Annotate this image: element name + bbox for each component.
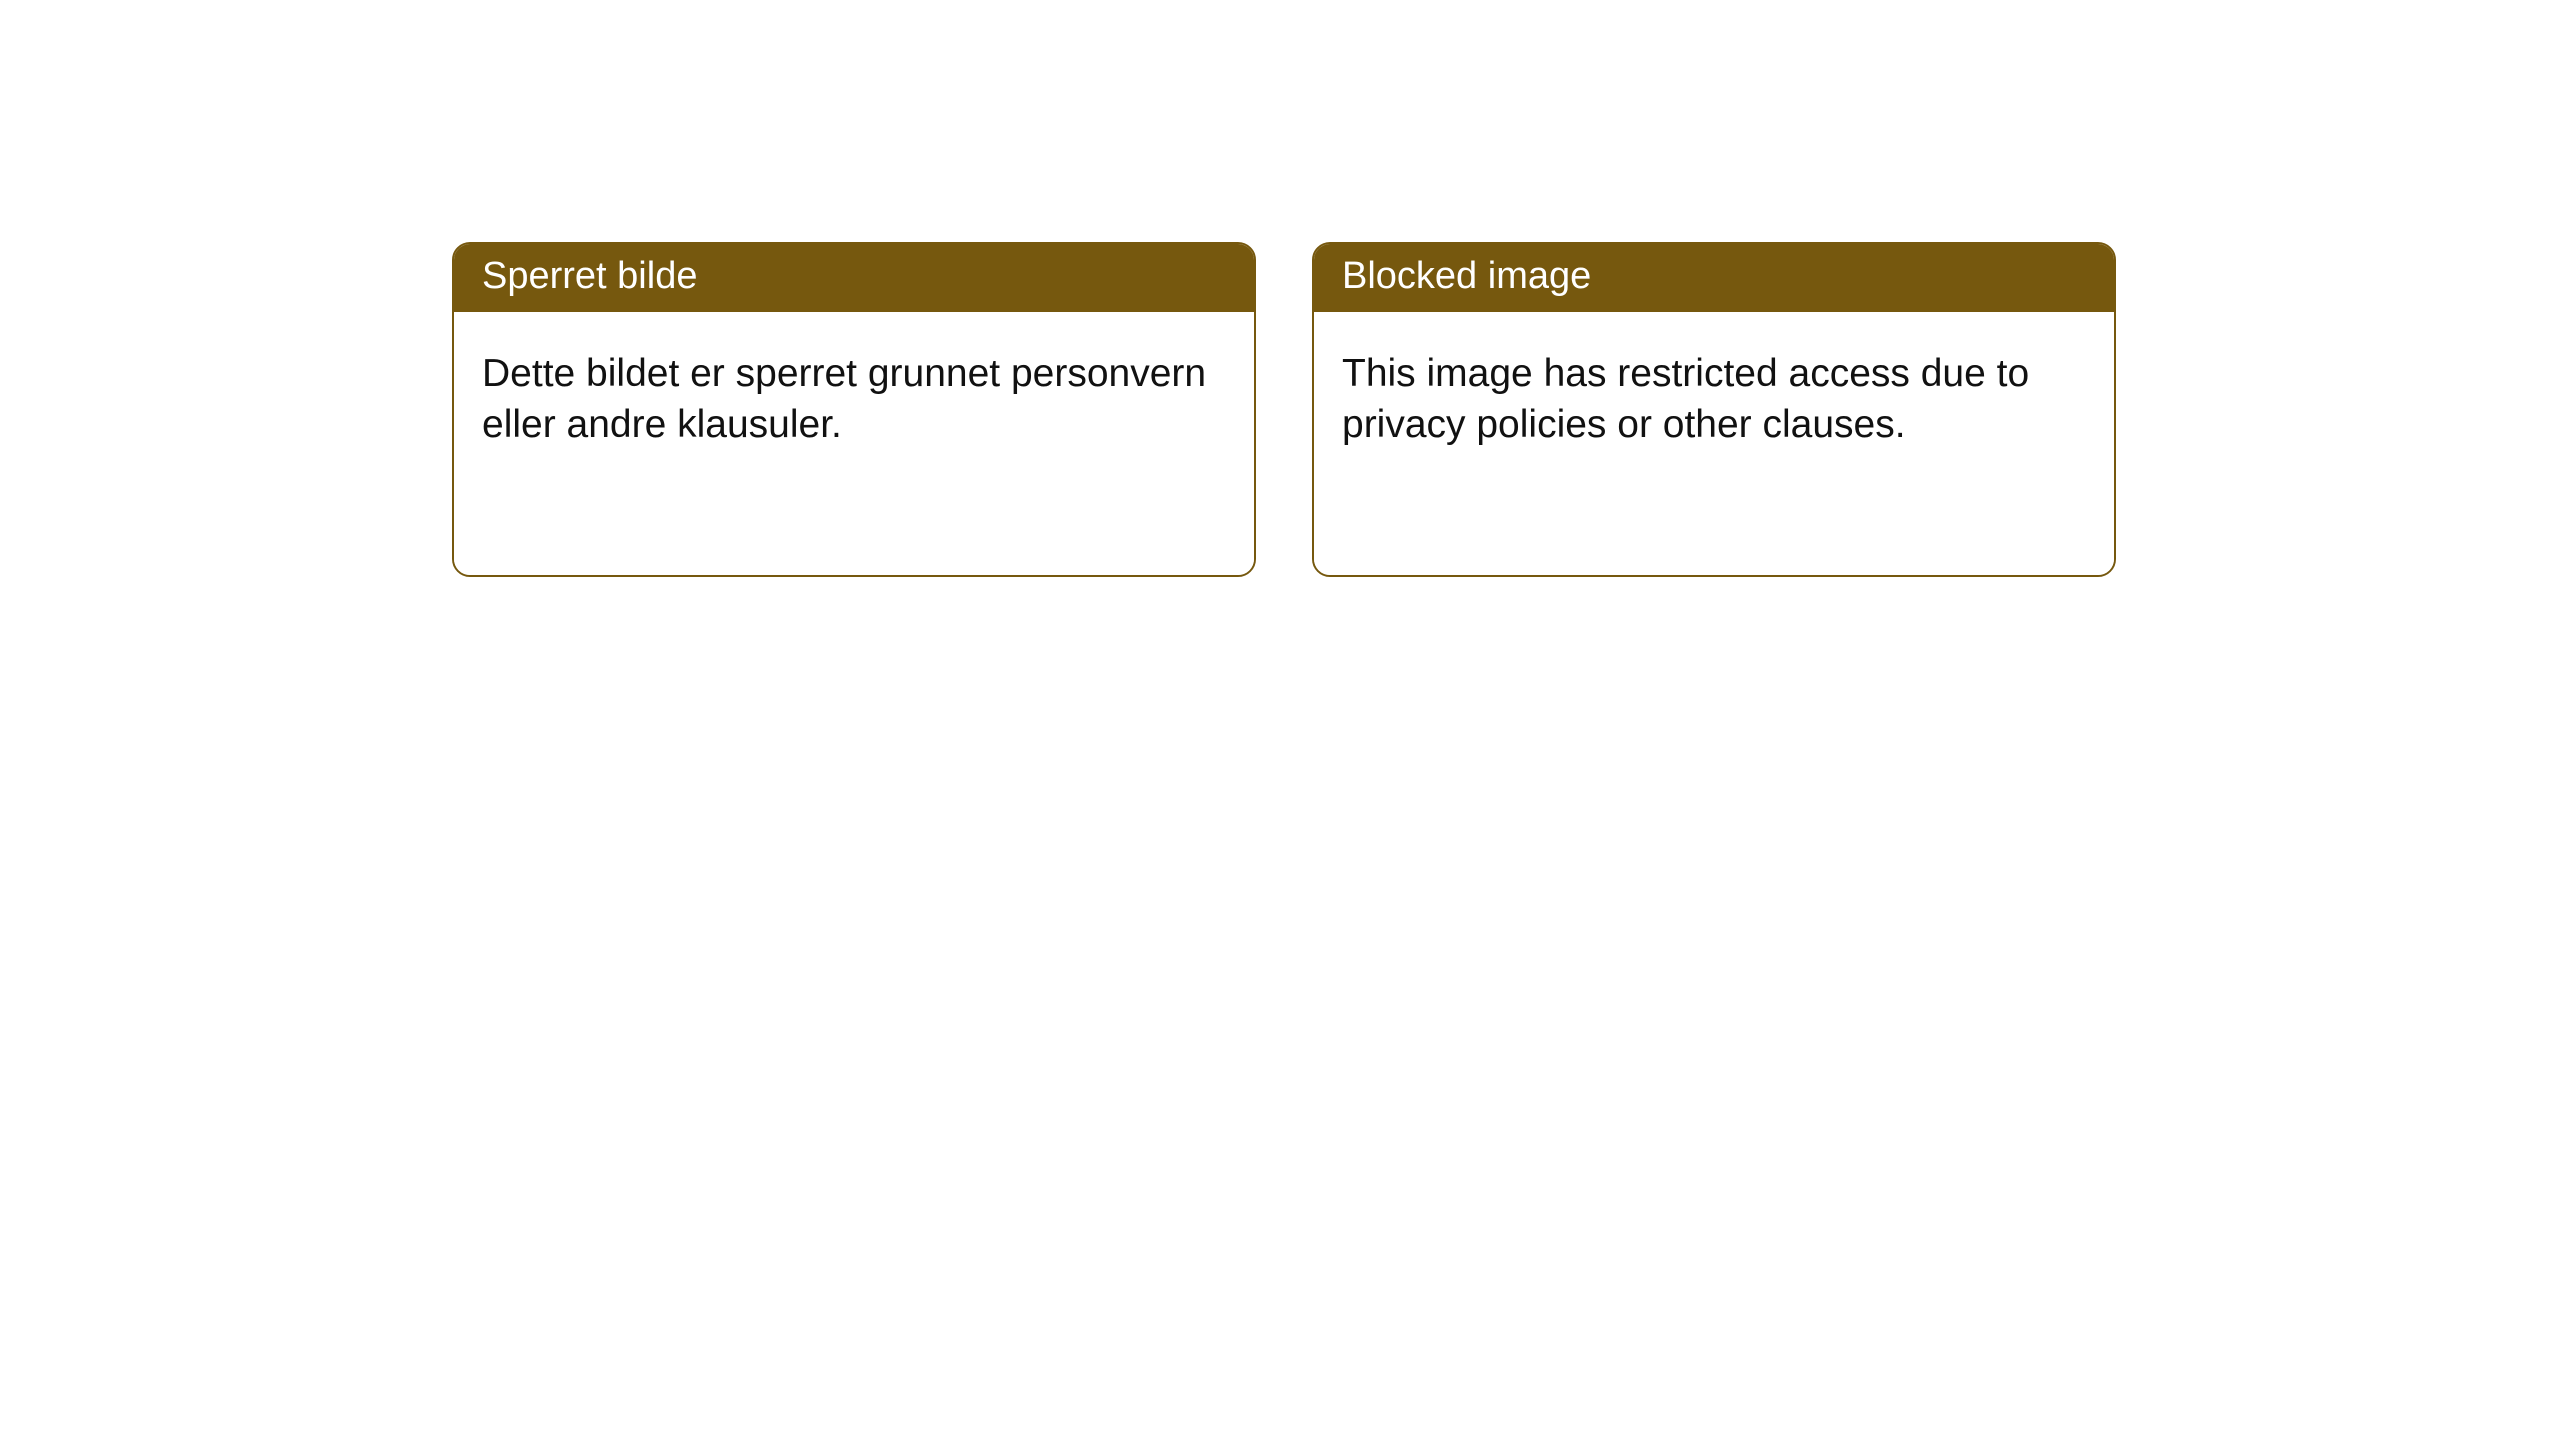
- notice-container: Sperret bilde Dette bildet er sperret gr…: [0, 0, 2560, 577]
- notice-card-english: Blocked image This image has restricted …: [1312, 242, 2116, 577]
- notice-card-norwegian: Sperret bilde Dette bildet er sperret gr…: [452, 242, 1256, 577]
- notice-header: Sperret bilde: [454, 244, 1254, 312]
- notice-body: This image has restricted access due to …: [1314, 312, 2114, 575]
- notice-header: Blocked image: [1314, 244, 2114, 312]
- notice-body: Dette bildet er sperret grunnet personve…: [454, 312, 1254, 575]
